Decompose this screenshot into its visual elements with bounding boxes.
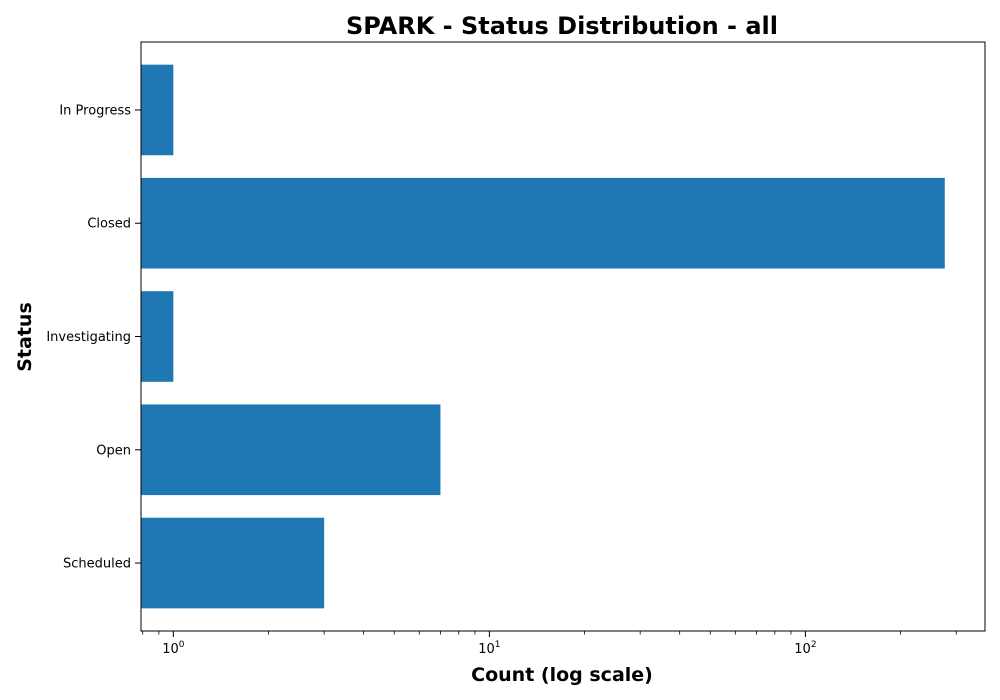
y-tick-label: Open (96, 443, 131, 458)
bar-scheduled (141, 517, 325, 609)
y-tick-label: Investigating (46, 330, 131, 345)
y-axis-label: Status (14, 302, 36, 372)
x-axis-label: Count (log scale) (471, 664, 653, 686)
bar-open (141, 404, 441, 496)
chart-title: SPARK - Status Distribution - all (346, 12, 778, 40)
x-tick-label: 100 (162, 640, 185, 657)
plot-area: In Progress Closed Investigating Open Schedu… (46, 41, 986, 657)
bar-investigating (141, 291, 174, 382)
x-tick-label: 102 (794, 640, 816, 657)
y-tick-label: Scheduled (63, 557, 131, 572)
bar-in-progress (141, 64, 174, 156)
y-tick-label: In Progress (59, 103, 131, 118)
bar-closed (141, 177, 945, 269)
plot-frame (140, 41, 986, 632)
x-tick-label: 101 (478, 640, 500, 657)
y-tick-label: Closed (87, 217, 131, 232)
